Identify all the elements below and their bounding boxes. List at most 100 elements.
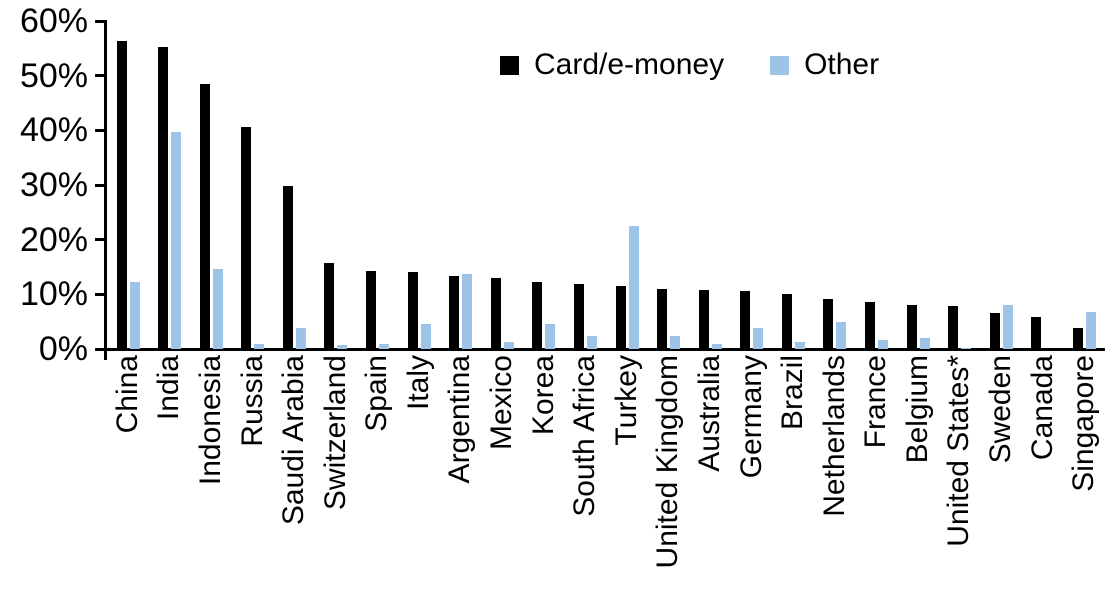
legend-swatch-other-icon bbox=[770, 55, 790, 75]
x-axis-label-text: Sweden bbox=[984, 355, 1018, 464]
card-e-money-bar-argentina bbox=[449, 275, 460, 349]
x-axis-label-text: Mexico bbox=[485, 355, 519, 451]
x-axis-label-germany: Germany bbox=[735, 355, 768, 478]
other-bar-turkey bbox=[628, 226, 639, 349]
x-axis-label-text: Russia bbox=[235, 355, 269, 447]
x-axis-label-belgium: Belgium bbox=[901, 355, 934, 463]
x-axis-label-italy: Italy bbox=[402, 355, 435, 410]
other-bar-germany bbox=[753, 327, 764, 349]
x-axis-label-text: Italy bbox=[401, 355, 435, 411]
card-e-money-bar-mexico bbox=[490, 278, 501, 349]
legend-item-card-e-money: Card/e-money bbox=[500, 48, 724, 82]
x-axis-label-text: Netherlands bbox=[817, 355, 851, 517]
x-axis-label-spain: Spain bbox=[360, 355, 393, 432]
x-axis-label-text: France bbox=[859, 355, 893, 449]
card-e-money-bar-sweden bbox=[989, 313, 1000, 349]
other-bar-south-africa bbox=[586, 335, 597, 349]
x-axis-label-text: South Africa bbox=[568, 355, 602, 517]
y-axis-line bbox=[104, 21, 107, 360]
card-e-money-bar-france bbox=[865, 301, 875, 349]
x-axis-label-france: France bbox=[859, 355, 892, 448]
x-axis-label-text: Saudi Arabia bbox=[277, 355, 311, 526]
other-bar-australia bbox=[711, 343, 722, 349]
card-e-money-bar-china bbox=[116, 41, 127, 349]
y-axis-tick bbox=[95, 292, 107, 296]
other-bar-sweden bbox=[1002, 304, 1013, 349]
card-e-money-bar-italy bbox=[407, 271, 418, 349]
x-axis-label-text: Germany bbox=[734, 355, 768, 479]
y-axis-tick bbox=[95, 183, 107, 187]
y-axis-label: 20% bbox=[19, 220, 88, 259]
y-axis-label: 60% bbox=[19, 2, 88, 40]
card-e-money-bar-brazil bbox=[781, 294, 792, 349]
x-axis-label-text: Switzerland bbox=[318, 355, 352, 511]
x-axis-label-text: Canada bbox=[1025, 355, 1059, 461]
other-bar-netherlands bbox=[836, 322, 847, 349]
other-bar-saudi-arabia bbox=[295, 327, 306, 349]
x-axis-line bbox=[104, 347, 1105, 351]
chart-legend: Card/e-money Other bbox=[500, 48, 879, 82]
x-axis-label-argentina: Argentina bbox=[443, 355, 476, 483]
x-axis-label-mexico: Mexico bbox=[485, 355, 518, 450]
x-axis-label-russia: Russia bbox=[236, 355, 269, 447]
x-axis-label-indonesia: Indonesia bbox=[194, 355, 227, 485]
other-bar-russia bbox=[254, 343, 265, 349]
x-axis-label-text: Australia bbox=[692, 355, 726, 472]
other-bar-argentina bbox=[462, 274, 473, 349]
card-e-money-bar-spain bbox=[366, 271, 376, 349]
legend-label-card-e-money: Card/e-money bbox=[534, 48, 725, 81]
x-axis-label-united-kingdom: United Kingdom bbox=[651, 355, 684, 568]
x-axis-label-text: Indonesia bbox=[193, 355, 227, 486]
y-axis-tick bbox=[95, 19, 107, 23]
x-axis-label-korea: Korea bbox=[527, 355, 560, 435]
x-axis-label-text: Belgium bbox=[900, 355, 934, 464]
x-axis-label-text: Korea bbox=[526, 355, 560, 436]
card-e-money-bar-korea bbox=[532, 282, 543, 349]
card-e-money-bar-saudi-arabia bbox=[282, 185, 293, 349]
card-e-money-bar-indonesia bbox=[199, 84, 210, 349]
legend-item-other: Other bbox=[770, 48, 879, 82]
y-axis-tick bbox=[95, 347, 107, 351]
other-bar-indonesia bbox=[212, 269, 223, 349]
other-bar-china bbox=[129, 281, 140, 349]
card-e-money-bar-united-kingdom bbox=[657, 288, 668, 349]
x-axis-label-turkey: Turkey bbox=[610, 355, 643, 446]
x-axis-label-text: Spain bbox=[360, 355, 394, 432]
y-axis-label: 30% bbox=[19, 166, 88, 204]
y-axis-label: 0% bbox=[38, 330, 88, 368]
x-axis-label-netherlands: Netherlands bbox=[818, 355, 851, 517]
other-bar-switzerland bbox=[337, 344, 348, 349]
card-e-money-bar-switzerland bbox=[324, 263, 335, 349]
x-axis-label-text: United States* bbox=[942, 355, 976, 547]
x-axis-label-brazil: Brazil bbox=[776, 355, 809, 430]
x-axis-label-united-states: United States* bbox=[942, 355, 975, 547]
y-axis-tick bbox=[95, 128, 107, 132]
other-bar-singapore bbox=[1085, 312, 1096, 349]
x-axis-label-text: Turkey bbox=[609, 355, 643, 446]
card-e-money-bar-singapore bbox=[1072, 328, 1083, 349]
other-bar-united-states bbox=[961, 347, 972, 349]
other-bar-mexico bbox=[503, 341, 514, 349]
x-axis-label-text: Argentina bbox=[443, 355, 477, 484]
other-bar-italy bbox=[420, 324, 431, 349]
x-axis-label-saudi-arabia: Saudi Arabia bbox=[277, 355, 310, 525]
card-e-money-bar-australia bbox=[698, 289, 709, 349]
card-e-money-bar-south-africa bbox=[573, 284, 584, 349]
card-e-money-bar-germany bbox=[740, 291, 751, 349]
x-axis-label-sweden: Sweden bbox=[984, 355, 1017, 463]
legend-label-other: Other bbox=[804, 48, 880, 81]
x-axis-label-china: China bbox=[111, 355, 144, 433]
card-e-money-bar-turkey bbox=[615, 285, 626, 349]
other-bar-france bbox=[878, 340, 888, 349]
x-axis-label-singapore: Singapore bbox=[1067, 355, 1100, 492]
x-axis-label-text: United Kingdom bbox=[651, 355, 685, 569]
other-bar-spain bbox=[379, 344, 389, 349]
x-axis-label-text: Singapore bbox=[1067, 355, 1101, 492]
card-e-money-bar-russia bbox=[241, 127, 252, 349]
legend-swatch-card-e-money-icon bbox=[500, 55, 519, 75]
x-axis-label-australia: Australia bbox=[693, 355, 726, 472]
card-e-money-bar-belgium bbox=[906, 304, 917, 349]
x-axis-label-switzerland: Switzerland bbox=[319, 355, 352, 510]
other-bar-brazil bbox=[794, 342, 805, 349]
